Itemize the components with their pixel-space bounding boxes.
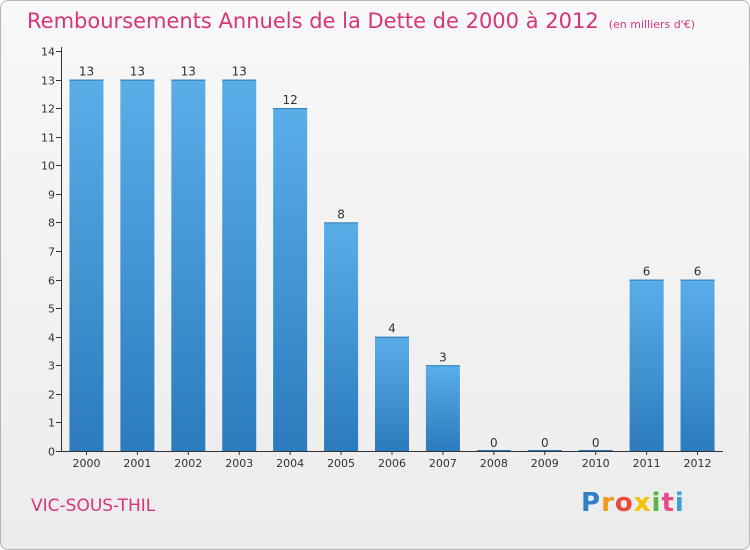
y-tick-label: 6 bbox=[48, 275, 55, 288]
x-tick-label: 2007 bbox=[429, 457, 457, 470]
x-tick-label: 2012 bbox=[684, 457, 712, 470]
value-label: 13 bbox=[79, 65, 94, 79]
value-label: 13 bbox=[130, 65, 145, 79]
x-tick-label: 2009 bbox=[531, 457, 559, 470]
bar bbox=[629, 279, 664, 451]
x-tick-label: 2000 bbox=[72, 457, 100, 470]
title-text: Remboursements Annuels de la Dette de 20… bbox=[27, 9, 599, 33]
value-label: 12 bbox=[283, 93, 298, 107]
x-tick-label: 2003 bbox=[225, 457, 253, 470]
value-label: 13 bbox=[181, 65, 196, 79]
logo-letter: t bbox=[661, 488, 675, 518]
x-tick-label: 2005 bbox=[327, 457, 355, 470]
y-tick-label: 10 bbox=[41, 160, 55, 173]
unit-note: (en milliers d'€) bbox=[608, 18, 695, 31]
x-tick-label: 2010 bbox=[582, 457, 610, 470]
bar bbox=[222, 79, 257, 452]
y-tick-label: 3 bbox=[48, 360, 55, 373]
y-tick-label: 2 bbox=[48, 389, 55, 402]
y-tick-label: 11 bbox=[41, 132, 55, 145]
y-tick-label: 14 bbox=[41, 46, 55, 59]
x-tick-label: 2008 bbox=[480, 457, 508, 470]
logo-letter: r bbox=[601, 488, 615, 518]
value-label: 4 bbox=[388, 322, 396, 336]
y-tick-label: 13 bbox=[41, 75, 55, 88]
x-tick-label: 2006 bbox=[378, 457, 406, 470]
x-tick-label: 2004 bbox=[276, 457, 304, 470]
bars-group: 13 13 13 13 12 8 4 3 0 0 0 6 6 bbox=[69, 65, 715, 452]
logo-letter: P bbox=[581, 488, 602, 518]
y-tick-label: 7 bbox=[48, 246, 55, 259]
x-tick-label: 2002 bbox=[174, 457, 202, 470]
x-tick-label: 2011 bbox=[633, 457, 661, 470]
y-tick-label: 8 bbox=[48, 217, 55, 230]
chart-title: Remboursements Annuels de la Dette de 20… bbox=[27, 9, 695, 33]
x-tick-label: 2001 bbox=[123, 457, 151, 470]
y-tick-label: 1 bbox=[48, 417, 55, 430]
y-tick-label: 5 bbox=[48, 303, 55, 316]
bar bbox=[120, 79, 155, 452]
y-tick-label: 0 bbox=[48, 446, 55, 459]
logo-letter: x bbox=[633, 488, 652, 518]
bar bbox=[680, 279, 715, 451]
logo-letter: i bbox=[674, 488, 685, 518]
bar bbox=[69, 79, 104, 452]
y-tick-label: 4 bbox=[48, 332, 55, 345]
y-tick-label: 12 bbox=[41, 103, 55, 116]
logo-letter: i bbox=[651, 488, 662, 518]
value-label: 6 bbox=[643, 265, 651, 279]
logo-letter: o bbox=[614, 488, 634, 518]
value-label: 0 bbox=[541, 436, 549, 450]
bar bbox=[375, 336, 409, 451]
value-label: 0 bbox=[490, 436, 498, 450]
proxiti-logo: Proxiti bbox=[581, 488, 685, 518]
value-label: 6 bbox=[694, 265, 702, 279]
bar bbox=[171, 79, 206, 452]
value-label: 0 bbox=[592, 436, 600, 450]
bar bbox=[425, 365, 460, 451]
value-label: 3 bbox=[439, 350, 447, 364]
value-label: 8 bbox=[337, 207, 345, 221]
commune-name: VIC-SOUS-THIL bbox=[31, 496, 156, 516]
y-tick-label: 9 bbox=[48, 189, 55, 202]
bar bbox=[324, 222, 359, 451]
bar bbox=[273, 108, 308, 452]
value-label: 13 bbox=[232, 65, 247, 79]
